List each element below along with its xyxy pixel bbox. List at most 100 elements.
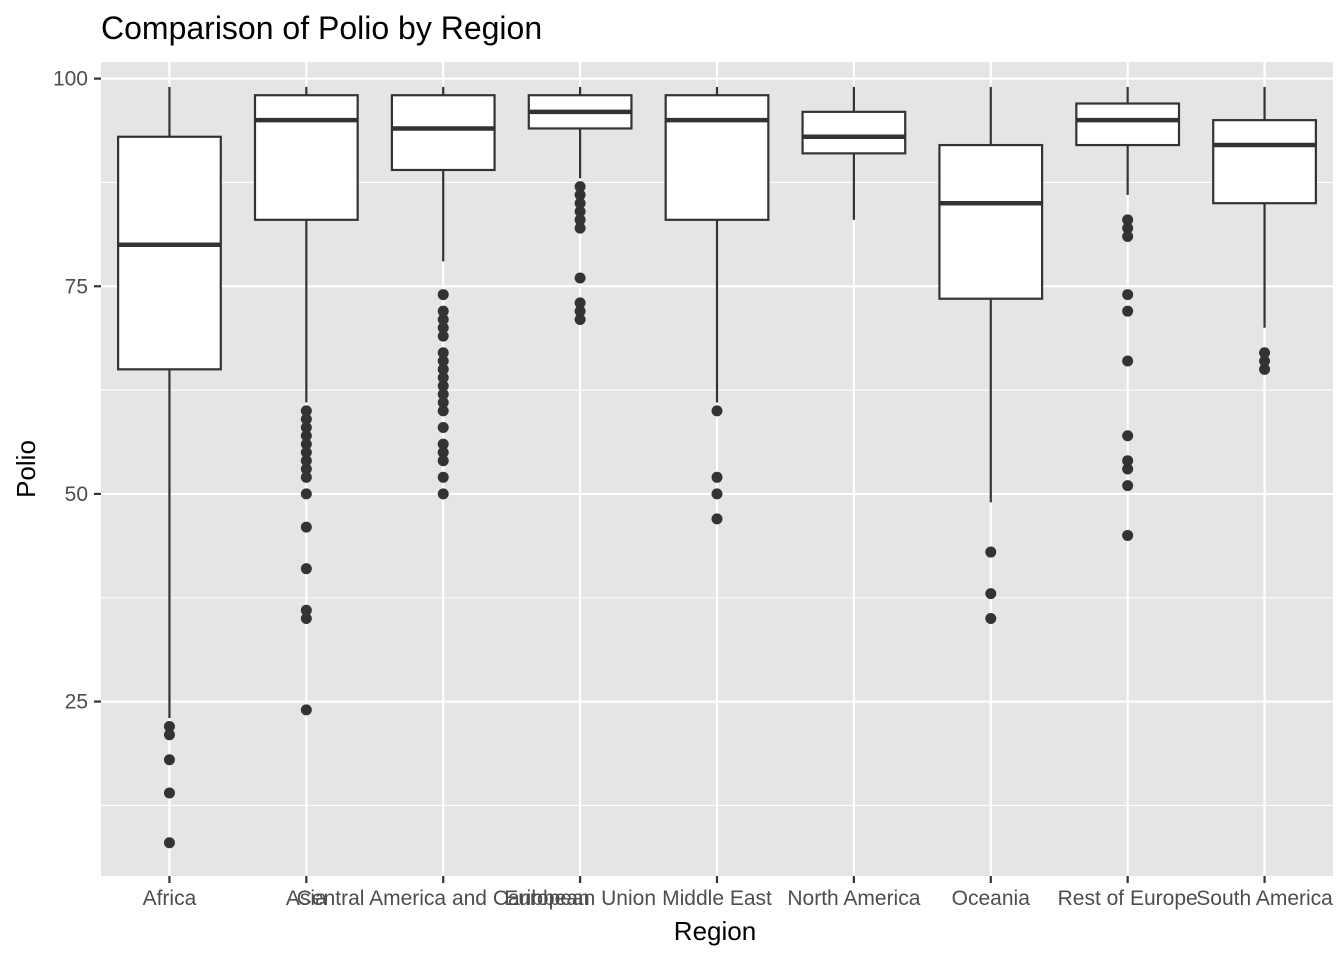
box-group (664, 86, 770, 525)
outlier-point (574, 206, 586, 218)
outlier-point (985, 613, 997, 625)
box-iqr (801, 110, 907, 155)
outlier-point (300, 704, 312, 716)
y-axis: 25 50 75 100 (53, 68, 101, 714)
outlier-point (163, 729, 175, 741)
x-tick-label: Africa (143, 887, 197, 910)
outlier-point (300, 604, 312, 616)
x-tick-label: Rest of Europe (1058, 887, 1198, 910)
outlier-point (300, 438, 312, 450)
box-group (938, 86, 1044, 625)
outlier-point (574, 297, 586, 309)
outlier-point (300, 446, 312, 458)
y-tick-label: 25 (65, 691, 88, 714)
outlier-point (437, 471, 449, 483)
outlier-point (437, 388, 449, 400)
outlier-point (300, 430, 312, 442)
x-tick-label: Oceania (952, 887, 1031, 910)
outlier-point (574, 197, 586, 209)
box-iqr (1075, 102, 1181, 147)
outlier-point (574, 181, 586, 193)
outlier-point (574, 313, 586, 325)
outlier-point (1259, 355, 1271, 367)
outlier-point (437, 330, 449, 342)
outlier-point (437, 347, 449, 359)
outlier-point (437, 313, 449, 325)
box-group (1075, 86, 1181, 541)
outlier-point (985, 588, 997, 600)
box-iqr (664, 94, 770, 221)
outlier-point (437, 488, 449, 500)
outlier-point (1259, 363, 1271, 375)
x-tick-label: North America (787, 887, 920, 910)
outlier-point (574, 189, 586, 201)
outlier-point (1122, 355, 1134, 367)
outlier-point (1122, 214, 1134, 226)
outlier-point (1122, 222, 1134, 234)
outlier-point (300, 521, 312, 533)
outlier-point (437, 455, 449, 467)
outlier-point (300, 563, 312, 575)
outlier-point (437, 355, 449, 367)
outlier-point (1122, 455, 1134, 467)
box-group (1212, 86, 1317, 375)
y-axis-title: Polio (11, 440, 41, 498)
outlier-point (163, 754, 175, 766)
chart-title: Comparison of Polio by Region (101, 10, 542, 46)
y-tick-label: 75 (65, 275, 88, 298)
outlier-point (300, 421, 312, 433)
box-iqr (117, 135, 222, 371)
outlier-point (300, 413, 312, 425)
outlier-point (711, 513, 723, 525)
x-axis-title: Region (674, 916, 756, 946)
outlier-point (1259, 347, 1271, 359)
box-series (117, 86, 1317, 849)
x-tick-label: Middle East (662, 887, 772, 910)
outlier-point (437, 372, 449, 384)
y-tick-label: 100 (53, 68, 88, 91)
x-tick-label: Asia (286, 887, 327, 910)
outlier-point (300, 488, 312, 500)
box-group (801, 86, 907, 220)
outlier-point (1122, 463, 1134, 475)
x-tick-label: Central America and Caribbean (297, 887, 590, 910)
outlier-point (1122, 230, 1134, 242)
outlier-point (437, 397, 449, 409)
outlier-point (300, 455, 312, 467)
box-group (527, 86, 633, 325)
box-iqr (1212, 119, 1317, 205)
outlier-point (1122, 430, 1134, 442)
x-tick-label: European Union (504, 887, 656, 910)
outlier-point (711, 471, 723, 483)
outlier-point (437, 363, 449, 375)
outlier-point (437, 322, 449, 334)
outlier-point (1122, 529, 1134, 541)
outlier-point (163, 837, 175, 849)
outlier-point (163, 787, 175, 799)
box-group (117, 86, 222, 849)
outlier-point (574, 222, 586, 234)
outlier-point (574, 305, 586, 317)
outlier-point (574, 272, 586, 284)
outlier-point (300, 471, 312, 483)
x-tick-label: South America (1196, 887, 1333, 910)
outlier-point (437, 380, 449, 392)
box-iqr (938, 143, 1044, 300)
outlier-point (1122, 305, 1134, 317)
outlier-point (437, 289, 449, 301)
outlier-point (300, 405, 312, 417)
outlier-point (300, 613, 312, 625)
outlier-point (1122, 480, 1134, 492)
outlier-point (711, 405, 723, 417)
outlier-point (985, 546, 997, 558)
outlier-point (300, 463, 312, 475)
box-iqr (253, 94, 359, 221)
outlier-point (437, 421, 449, 433)
box-group (390, 86, 496, 500)
outlier-point (437, 438, 449, 450)
outlier-point (1122, 289, 1134, 301)
outlier-point (574, 214, 586, 226)
y-tick-label: 50 (65, 483, 88, 506)
